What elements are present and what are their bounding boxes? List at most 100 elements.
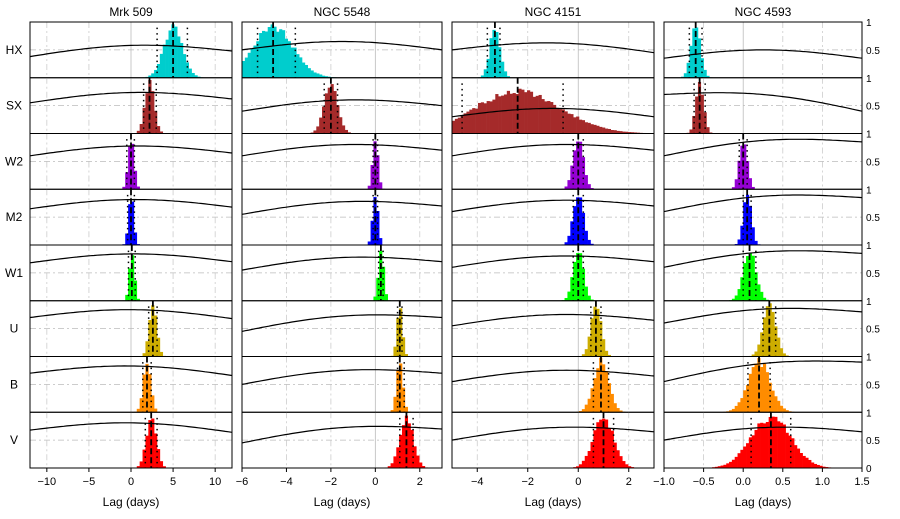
histogram-bar [585, 175, 588, 189]
histogram-bar [299, 57, 302, 77]
histogram-bar [692, 116, 695, 134]
histogram-bar [469, 110, 472, 134]
band-label-sx: SX [6, 99, 22, 113]
band-label-hx: HX [6, 43, 23, 57]
panel-ngc-5548-u [242, 301, 442, 357]
x-tick-label: 2 [626, 476, 632, 488]
histogram-bar [585, 405, 588, 413]
y-tick-label: 1 [866, 130, 872, 141]
histogram-bar [582, 461, 585, 468]
histogram-bar [760, 423, 763, 468]
histogram-bar [602, 339, 605, 356]
histogram-bar [490, 101, 493, 133]
ccf-curve [452, 256, 654, 267]
panel-mrk-509-b [30, 357, 232, 413]
histogram-bar [154, 409, 157, 413]
histogram-bar [780, 406, 783, 412]
histogram-bar [154, 70, 157, 78]
histogram-bar [484, 69, 487, 77]
histogram-bar [565, 111, 568, 133]
histogram-bar [579, 120, 582, 134]
histogram-bar [755, 364, 758, 413]
x-tick-label: −2 [521, 476, 534, 488]
histogram-bar [585, 456, 588, 468]
y-tick-label: 1 [866, 18, 872, 29]
y-tick-label: 0.5 [866, 213, 880, 224]
histogram-bar [293, 48, 296, 78]
x-tick-label: 0.5 [775, 476, 790, 488]
histogram-bar [599, 127, 602, 134]
histogram-bar [268, 27, 271, 78]
ccf-curve [242, 370, 442, 385]
histogram-bar [487, 101, 490, 133]
ccf-curve [242, 257, 442, 270]
histogram-bar [379, 238, 382, 245]
histogram-bar [472, 108, 475, 133]
histogram-bar [550, 102, 553, 133]
y-tick-label: 1 [866, 185, 872, 196]
panel-ngc-4151-w1 [452, 245, 654, 301]
histogram-bar [137, 409, 140, 412]
column-title: Mrk 509 [109, 5, 153, 19]
histogram-bar [134, 281, 137, 301]
histogram-bar [160, 54, 163, 78]
histogram-bar [559, 109, 562, 133]
histogram-bar [622, 461, 625, 468]
histogram-bar [608, 428, 611, 468]
histogram-bar [752, 435, 755, 468]
y-tick-label: 0.5 [866, 102, 880, 113]
histogram-bar [125, 172, 128, 189]
ccf-curve [452, 145, 654, 156]
histogram-bar [248, 53, 251, 78]
histogram-bar [302, 63, 305, 78]
histogram-bar [251, 49, 254, 78]
x-tick-label: −10 [37, 476, 56, 488]
x-tick-label: −0.5 [693, 476, 715, 488]
histogram-bar [585, 231, 588, 245]
histogram-bar [786, 433, 789, 468]
histogram-bar [151, 73, 154, 77]
histogram-bar [616, 450, 619, 468]
histogram-bar [177, 36, 180, 77]
histogram-bar [336, 105, 339, 133]
panel-ngc-4593-hx [664, 22, 862, 78]
x-tick-label: 0.0 [736, 476, 751, 488]
histogram-bar [189, 69, 192, 78]
x-tick-label: 1.0 [815, 476, 830, 488]
histogram-bar [478, 103, 481, 134]
histogram-bar [760, 367, 763, 412]
histogram-bar [316, 126, 319, 133]
histogram-bar [585, 349, 588, 356]
histogram-bar [619, 456, 622, 468]
y-tick-label: 1 [866, 297, 872, 308]
histogram-bar [379, 182, 382, 189]
histogram-bar [735, 295, 738, 300]
histogram-bar [291, 48, 294, 78]
x-axis-label: Lag (days) [525, 495, 582, 509]
histogram-bar [570, 277, 573, 301]
histogram-bar [501, 62, 504, 78]
histogram-bar [783, 424, 786, 468]
panel-ngc-4151-w2 [452, 134, 654, 190]
histogram-bar [766, 372, 769, 412]
histogram-bar [288, 41, 291, 78]
histogram-bar [760, 292, 763, 301]
histogram-bar [419, 463, 422, 468]
histogram-bar [605, 129, 608, 134]
histogram-bar [140, 398, 143, 412]
histogram-bar [794, 445, 797, 468]
histogram-bar [743, 447, 746, 468]
histogram-bar [501, 96, 504, 134]
histogram-bar [585, 122, 588, 133]
ccf-curve [452, 370, 654, 381]
histogram-bar [183, 54, 186, 78]
histogram-bar [325, 93, 328, 133]
band-label-m2: M2 [6, 210, 23, 224]
panel-mrk-509-m2 [30, 189, 232, 245]
histogram-bar [262, 31, 265, 78]
x-tick-label: 5 [170, 476, 176, 488]
histogram-bar [749, 178, 752, 189]
histogram-bar [757, 284, 760, 300]
x-tick-label: −6 [236, 476, 249, 488]
histogram-bar [371, 165, 374, 189]
